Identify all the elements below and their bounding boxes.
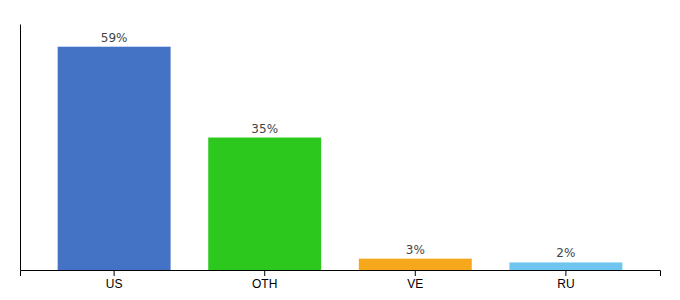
x-tick: US (106, 270, 123, 291)
x-tick-mark (415, 270, 416, 276)
bar (58, 47, 171, 270)
data-label: 59% (101, 31, 128, 45)
x-tick: VE (407, 270, 423, 291)
chart-container: US OTH VE RU 59% 35% 3% 2% (0, 0, 680, 300)
data-label: 35% (251, 122, 278, 136)
data-labels: 59% 35% 3% 2% (101, 31, 576, 261)
x-tick-mark (565, 270, 566, 276)
data-label: 3% (406, 243, 425, 257)
x-axis-line (21, 271, 661, 277)
bar (359, 259, 472, 270)
x-tick-label: OTH (252, 277, 277, 291)
data-label: 2% (556, 246, 575, 260)
x-tick-mark (114, 270, 115, 276)
x-tick-label: US (106, 277, 123, 291)
x-tick: OTH (252, 270, 277, 291)
chart-svg: US OTH VE RU 59% 35% 3% 2% (0, 0, 680, 300)
bar (509, 262, 622, 270)
x-tick: RU (557, 270, 574, 291)
x-axis: US OTH VE RU (21, 270, 661, 291)
y-axis (20, 25, 21, 271)
x-tick-label: RU (557, 277, 574, 291)
x-tick-label: VE (407, 277, 423, 291)
bars (58, 47, 623, 270)
x-tick-mark (264, 270, 265, 276)
y-axis-line (20, 25, 21, 271)
bar (208, 138, 321, 270)
plot-area: US OTH VE RU 59% 35% 3% 2% (21, 25, 661, 291)
